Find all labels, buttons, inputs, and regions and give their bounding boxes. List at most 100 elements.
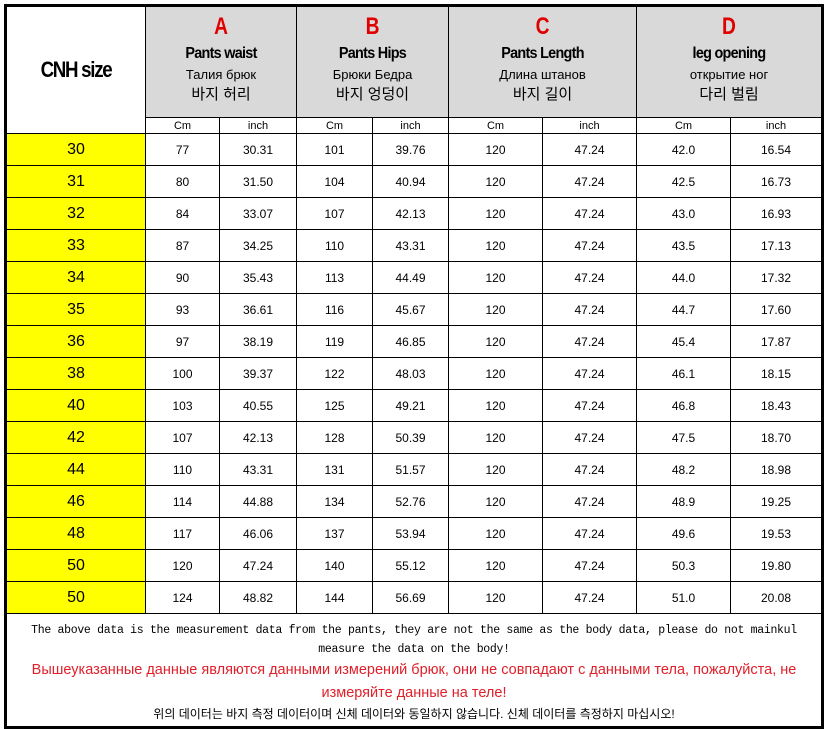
column-title-en: Pants Hips xyxy=(338,45,407,62)
measurement-cell: 47.24 xyxy=(542,357,638,390)
measurement-cell: 120 xyxy=(448,549,544,582)
measurement-cell: 97 xyxy=(145,325,220,358)
disclaimer: The above data is the measurement data f… xyxy=(6,613,822,727)
measurement-cell: 84 xyxy=(145,197,220,230)
measurement-cell: 140 xyxy=(296,549,374,582)
measurement-cell: 47.24 xyxy=(542,421,638,454)
column-title-en: leg opening xyxy=(692,45,767,62)
measurement-cell: 131 xyxy=(296,453,374,486)
measurement-cell: 101 xyxy=(296,133,374,166)
measurement-cell: 45.4 xyxy=(636,325,732,358)
measurement-cell: 120 xyxy=(448,517,544,550)
table-row: 34 90 35.43 113 44.49 120 47.24 44.0 17.32 xyxy=(6,261,822,294)
unit-label: inch xyxy=(542,117,638,134)
measurement-cell: 17.87 xyxy=(730,325,822,358)
measurement-cell: 124 xyxy=(145,581,220,614)
measurement-cell: 114 xyxy=(145,485,220,518)
measurement-cell: 144 xyxy=(296,581,374,614)
measurement-cell: 122 xyxy=(296,357,374,390)
table-row: 40 103 40.55 125 49.21 120 47.24 46.8 18.43 xyxy=(6,389,822,422)
size-cell: 36 xyxy=(6,325,146,358)
measurement-cell: 120 xyxy=(448,485,544,518)
size-table: CNH size A Pants waist Талия брюк 바지 허리 B… xyxy=(6,6,822,727)
measurement-cell: 38.19 xyxy=(218,325,298,358)
measurement-cell: 42.0 xyxy=(636,133,732,166)
measurement-cell: 43.5 xyxy=(636,229,732,262)
column-letter: D xyxy=(722,13,736,40)
size-cell: 34 xyxy=(6,261,146,294)
measurement-cell: 49.21 xyxy=(372,389,450,422)
measurement-cell: 120 xyxy=(448,293,544,326)
unit-label: Cm xyxy=(448,117,544,134)
measurement-cell: 48.9 xyxy=(636,485,732,518)
measurement-cell: 100 xyxy=(145,357,220,390)
measurement-cell: 120 xyxy=(448,229,544,262)
disclaimer-ru: Вышеуказанные данные являются данными из… xyxy=(31,661,797,701)
measurement-cell: 44.0 xyxy=(636,261,732,294)
measurement-cell: 120 xyxy=(448,197,544,230)
unit-label: inch xyxy=(730,117,822,134)
measurement-cell: 53.94 xyxy=(372,517,450,550)
measurement-cell: 43.31 xyxy=(372,229,450,262)
measurement-cell: 120 xyxy=(448,421,544,454)
unit-label: Cm xyxy=(296,117,374,134)
measurement-cell: 128 xyxy=(296,421,374,454)
measurement-cell: 104 xyxy=(296,165,374,198)
measurement-cell: 110 xyxy=(296,229,374,262)
column-header-b: B Pants Hips Брюки Бедра 바지 엉덩이 xyxy=(296,6,450,118)
measurement-cell: 19.53 xyxy=(730,517,822,550)
column-letter: A xyxy=(214,13,228,40)
measurement-cell: 47.24 xyxy=(542,581,638,614)
size-cell: 32 xyxy=(6,197,146,230)
measurement-cell: 134 xyxy=(296,485,374,518)
measurement-cell: 16.93 xyxy=(730,197,822,230)
measurement-cell: 120 xyxy=(448,325,544,358)
measurement-cell: 93 xyxy=(145,293,220,326)
measurement-cell: 40.55 xyxy=(218,389,298,422)
measurement-cell: 44.7 xyxy=(636,293,732,326)
table-row: 31 80 31.50 104 40.94 120 47.24 42.5 16.73 xyxy=(6,165,822,198)
measurement-cell: 120 xyxy=(448,165,544,198)
measurement-cell: 47.24 xyxy=(542,453,638,486)
measurement-cell: 120 xyxy=(448,453,544,486)
measurement-cell: 51.57 xyxy=(372,453,450,486)
unit-label: inch xyxy=(372,117,450,134)
size-cell: 35 xyxy=(6,293,146,326)
measurement-cell: 18.43 xyxy=(730,389,822,422)
table-row: 36 97 38.19 119 46.85 120 47.24 45.4 17.87 xyxy=(6,325,822,358)
disclaimer-en: The above data is the measurement data f… xyxy=(31,623,797,656)
size-cell: 42 xyxy=(6,421,146,454)
measurement-cell: 87 xyxy=(145,229,220,262)
unit-label: Cm xyxy=(145,117,220,134)
size-cell: 31 xyxy=(6,165,146,198)
measurement-cell: 120 xyxy=(448,261,544,294)
table-row: 50 124 48.82 144 56.69 120 47.24 51.0 20.08 xyxy=(6,581,822,614)
measurement-cell: 49.6 xyxy=(636,517,732,550)
column-letter: B xyxy=(365,13,380,40)
disclaimer-ko: 위의 데이터는 바지 측정 데이터이며 신체 데이터와 동일하지 않습니다. 신… xyxy=(153,706,675,721)
table-row: 33 87 34.25 110 43.31 120 47.24 43.5 17.13 xyxy=(6,229,822,262)
column-title-ru: Талия брюк xyxy=(185,67,257,82)
measurement-cell: 48.2 xyxy=(636,453,732,486)
measurement-cell: 47.5 xyxy=(636,421,732,454)
table-row: 35 93 36.61 116 45.67 120 47.24 44.7 17.60 xyxy=(6,293,822,326)
measurement-cell: 46.85 xyxy=(372,325,450,358)
column-title-ru: Длина штанов xyxy=(499,67,586,82)
measurement-cell: 17.60 xyxy=(730,293,822,326)
measurement-cell: 19.25 xyxy=(730,485,822,518)
column-title-ko: 바지 길이 xyxy=(512,86,573,103)
size-cell: 30 xyxy=(6,133,146,166)
measurement-cell: 120 xyxy=(448,133,544,166)
table-row: 32 84 33.07 107 42.13 120 47.24 43.0 16.93 xyxy=(6,197,822,230)
measurement-cell: 47.24 xyxy=(542,293,638,326)
column-header-c: C Pants Length Длина штанов 바지 길이 xyxy=(448,6,638,118)
measurement-cell: 42.13 xyxy=(218,421,298,454)
measurement-cell: 47.24 xyxy=(542,261,638,294)
size-cell: 38 xyxy=(6,357,146,390)
measurement-cell: 47.24 xyxy=(542,197,638,230)
table-row: 46 114 44.88 134 52.76 120 47.24 48.9 19.25 xyxy=(6,485,822,518)
measurement-cell: 56.69 xyxy=(372,581,450,614)
measurement-cell: 50.39 xyxy=(372,421,450,454)
measurement-cell: 43.0 xyxy=(636,197,732,230)
measurement-cell: 47.24 xyxy=(542,389,638,422)
